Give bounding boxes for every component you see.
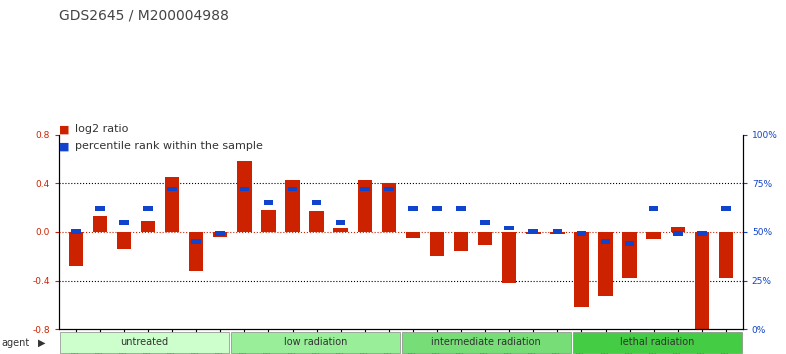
Bar [312,200,321,205]
FancyBboxPatch shape [61,332,229,353]
Bar [213,232,227,237]
Bar [117,232,131,249]
Bar [670,227,685,232]
Bar [526,232,541,234]
Text: low radiation: low radiation [284,337,347,347]
Bar [381,183,396,232]
Text: log2 ratio: log2 ratio [75,124,128,134]
Bar [649,206,659,211]
Bar [430,232,444,256]
Bar [432,206,442,211]
FancyBboxPatch shape [402,332,571,353]
Bar [528,229,538,234]
Bar [141,221,156,232]
Bar [237,161,252,232]
Bar [288,187,297,192]
Bar [189,232,204,271]
Bar [646,232,661,239]
Bar [165,177,179,232]
Bar [553,229,562,234]
Bar [502,232,516,283]
Bar [625,241,634,246]
Text: ▶: ▶ [38,338,46,348]
Bar [143,206,152,211]
Bar [406,232,421,238]
Text: ■: ■ [59,124,69,134]
Text: intermediate radiation: intermediate radiation [432,337,542,347]
Bar [408,206,417,211]
Bar [673,232,682,236]
Bar [721,206,731,211]
Bar [550,232,564,234]
Text: GDS2645 / M200004988: GDS2645 / M200004988 [59,9,229,23]
Bar [623,232,637,278]
Bar [575,232,589,307]
FancyBboxPatch shape [231,332,399,353]
Text: agent: agent [2,338,30,348]
Bar [71,229,81,234]
Bar [310,211,324,232]
Bar [480,220,490,224]
Bar [191,239,201,244]
Bar [167,187,177,192]
Bar [215,232,225,236]
Bar [261,210,276,232]
Bar [505,225,514,230]
Bar [598,232,613,296]
Bar [93,216,107,232]
Bar [263,200,274,205]
Bar [358,179,372,232]
Bar [285,179,299,232]
Bar [697,232,707,236]
Bar [68,232,83,266]
Text: untreated: untreated [120,337,168,347]
Bar [119,220,129,224]
Bar [95,206,105,211]
Bar [336,220,346,224]
Bar [333,228,348,232]
Text: ■: ■ [59,141,69,151]
Bar [456,206,466,211]
Bar [718,232,733,278]
Bar [478,232,492,245]
Bar [601,239,611,244]
Bar [577,232,586,236]
Bar [240,187,249,192]
Text: lethal radiation: lethal radiation [620,337,695,347]
Bar [360,187,369,192]
FancyBboxPatch shape [573,332,741,353]
Bar [695,232,709,332]
Bar [454,232,468,251]
Text: percentile rank within the sample: percentile rank within the sample [75,141,263,151]
Bar [384,187,394,192]
